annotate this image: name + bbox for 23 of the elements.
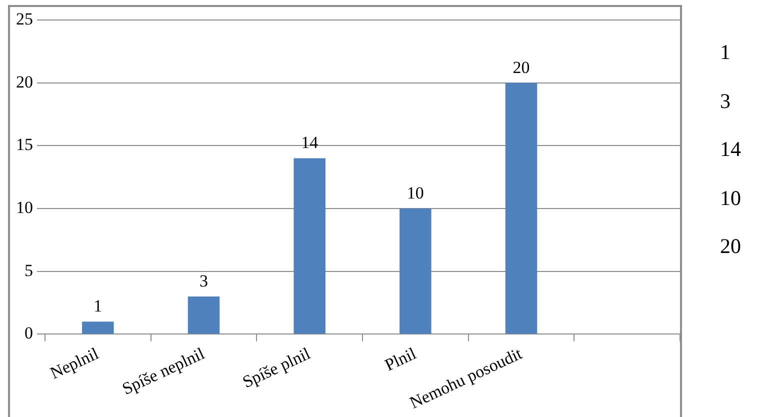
- bar: [294, 158, 326, 334]
- bar: [188, 296, 220, 334]
- text: 1: [720, 39, 732, 66]
- data-label: 1: [94, 296, 102, 316]
- bar: [82, 322, 114, 334]
- x-tick-label: Spíše plnil: [240, 344, 314, 392]
- data-label: 3: [200, 271, 208, 290]
- data-label: 10: [406, 184, 424, 203]
- text: 14: [720, 136, 741, 163]
- bar: [505, 82, 538, 334]
- x-tick-label: Plnil: [382, 344, 420, 375]
- y-tick-label: 5: [24, 260, 33, 280]
- data-label: 20: [512, 58, 530, 77]
- y-tick-label: 0: [24, 324, 33, 343]
- y-tick-label: 15: [16, 135, 33, 154]
- bar: [400, 208, 432, 334]
- y-tick-label: 25: [16, 9, 33, 28]
- y-tick-label: 10: [16, 198, 33, 218]
- y-tick-label: 20: [16, 72, 33, 92]
- text: 20: [720, 233, 741, 260]
- text: 10: [720, 184, 741, 212]
- data-label: 14: [301, 133, 319, 152]
- text: 3: [720, 88, 732, 114]
